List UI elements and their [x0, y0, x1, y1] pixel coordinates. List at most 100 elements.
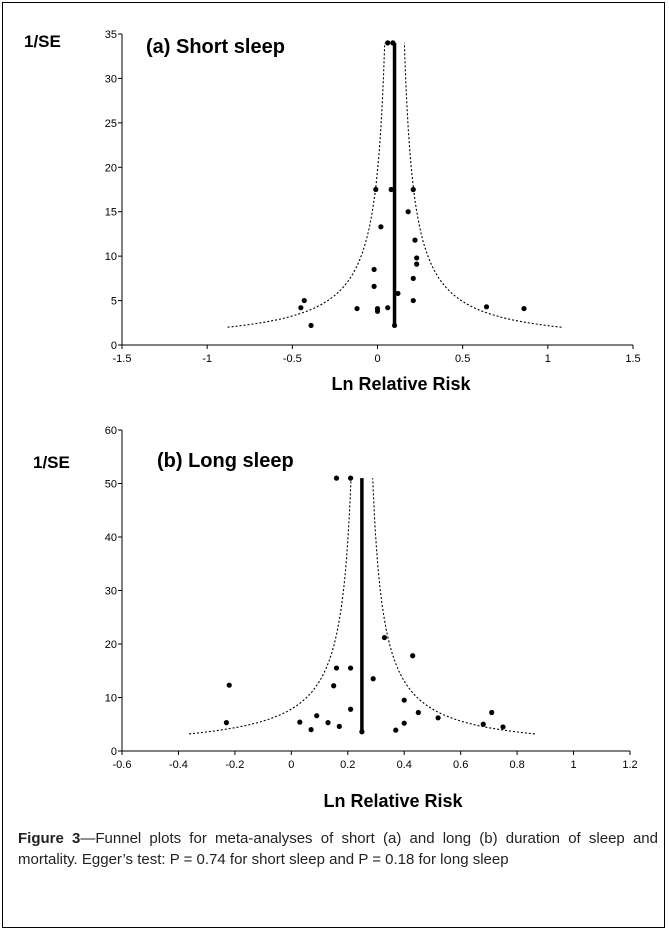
panel-a-x-tick-label: -1.5	[113, 353, 132, 365]
panel-a-y-tick-label: 35	[105, 29, 117, 41]
panel-b-study-point	[489, 709, 495, 716]
panel-a-study-point	[388, 186, 394, 193]
panel-b-study-point	[331, 683, 337, 689]
panel-a-x-tick-label: 0.5	[455, 353, 470, 365]
panel-b-x-tick-label: 0	[288, 759, 294, 771]
panel-a-study-point	[390, 40, 396, 46]
panel-b-study-point	[415, 709, 421, 716]
panel-a-x-tick-label: -1	[202, 353, 212, 365]
panel-b-study-point	[314, 713, 320, 719]
panel-a-study-point	[308, 322, 314, 329]
panel-b-study-point	[480, 721, 486, 727]
caption-label: Figure 3	[18, 830, 81, 847]
panel-a-study-point	[301, 297, 307, 304]
panel-a-study-point	[298, 305, 304, 311]
figure-caption: Figure 3—Funnel plots for meta-analyses …	[18, 828, 658, 870]
panel-b-study-point	[348, 475, 354, 481]
panel-a-study-point	[385, 40, 391, 46]
panel-b-y-tick-label: 0	[111, 746, 117, 758]
panel-a-x-tick-label: 0	[374, 353, 380, 365]
panel-b-x-tick-label: -0.6	[113, 759, 132, 771]
panel-b-plot-area: -0.6 -0.4 -0.2 0 0.2 0.4 0.6 0.8 1 1.2 0 10 20 30 40 50…	[105, 425, 638, 771]
panel-a-study-point	[374, 308, 381, 314]
panel-b-study-point	[359, 729, 365, 735]
panel-b-study-point	[333, 665, 340, 671]
panel-a-study-point	[385, 305, 391, 311]
panel-b-y-axis-label: 1/SE	[33, 453, 70, 472]
panel-b-funnel-right-limit	[372, 478, 535, 735]
panel-b-x-tick-label: 0.6	[453, 759, 468, 771]
panel-b-study-point	[410, 653, 416, 659]
panel-a-y-tick-label: 20	[105, 162, 117, 174]
panel-a-funnel-left-limit	[227, 42, 386, 328]
funnel-plots-figure: 1/SE (a) Short sleep Ln Relative Risk -1…	[24, 29, 641, 811]
panel-a-y-tick-label: 0	[111, 340, 117, 352]
panel-a-study-point	[391, 322, 398, 329]
panel-b-study-point	[370, 676, 376, 682]
panel-b-x-tick-label: -0.4	[169, 759, 188, 771]
panel-a-x-tick-label: -0.5	[283, 353, 302, 365]
panel-a-study-point	[410, 186, 416, 193]
panel-a-study-point	[373, 186, 379, 193]
panel-a-x-axis-label: Ln Relative Risk	[331, 374, 471, 394]
panel-a-plot-area: -1.5 -1 -0.5 0 0.5 1 1.5 0 5 10 15 20 25 30 35	[105, 29, 641, 365]
panel-a-y-tick-label: 25	[105, 118, 117, 130]
panel-b-y-tick-label: 40	[105, 532, 117, 544]
panel-b-study-point	[297, 719, 303, 725]
panel-b-x-tick-label: 1	[570, 759, 576, 771]
panel-a-title: (a) Short sleep	[146, 36, 285, 58]
panel-a-study-point	[521, 305, 527, 312]
panel-b-study-point	[401, 720, 407, 726]
panel-a-study-point	[414, 261, 420, 267]
panel-b-x-tick-label: 0.2	[340, 759, 355, 771]
caption-text: —Funnel plots for meta-analyses of short…	[18, 830, 658, 868]
panel-a-study-point	[410, 275, 416, 281]
panel-b-study-point	[381, 634, 388, 641]
panel-b-y-tick-label: 20	[105, 639, 117, 651]
panel-b-study-point	[348, 706, 354, 712]
panel-a-x-tick-label: 1.5	[625, 353, 640, 365]
panel-a-study-point	[371, 266, 377, 273]
panel-b-study-point	[223, 720, 230, 726]
panel-a-study-point	[354, 305, 360, 312]
panel-b-y-tick-label: 60	[105, 425, 117, 437]
panel-b-title: (b) Long sleep	[157, 450, 294, 472]
panel-b-study-point	[333, 475, 340, 481]
panel-b-study-point	[393, 727, 399, 733]
panel-b-y-tick-label: 30	[105, 586, 117, 598]
panel-b-x-tick-label: -0.2	[225, 759, 244, 771]
panel-a-y-tick-label: 10	[105, 251, 117, 263]
panel-a-study-point	[395, 290, 401, 297]
panel-b-y-tick-label: 50	[105, 479, 117, 491]
panel-a-x-tick-label: 1	[545, 353, 551, 365]
panel-a-y-axis-label: 1/SE	[24, 32, 61, 51]
panel-b-study-point	[308, 727, 314, 733]
panel-a-study-point	[378, 224, 384, 230]
panel-a-short-sleep: 1/SE (a) Short sleep Ln Relative Risk -1…	[24, 29, 641, 394]
panel-b-x-tick-label: 0.4	[397, 759, 412, 771]
panel-b-study-point	[226, 682, 232, 688]
panel-b-study-point	[500, 724, 506, 730]
panel-b-x-tick-label: 1.2	[622, 759, 637, 771]
panel-a-y-tick-label: 15	[105, 207, 117, 219]
panel-b-long-sleep: 1/SE (b) Long sleep Ln Relative Risk -0.…	[33, 425, 638, 811]
panel-a-study-point	[483, 304, 490, 310]
panel-b-y-tick-label: 10	[105, 693, 117, 705]
panel-a-study-point	[412, 237, 418, 243]
panel-b-study-point	[325, 720, 331, 726]
panel-a-y-tick-label: 30	[105, 73, 117, 85]
panel-b-study-point	[348, 665, 354, 671]
panel-b-funnel-left-limit	[188, 478, 352, 735]
panel-b-x-axis-label: Ln Relative Risk	[323, 791, 463, 811]
panel-a-study-point	[414, 255, 420, 261]
panel-b-study-point	[435, 715, 441, 721]
panel-a-study-point	[405, 209, 411, 215]
panel-a-y-tick-label: 5	[111, 296, 117, 308]
panel-a-study-point	[371, 283, 377, 289]
panel-b-study-point	[401, 697, 407, 703]
panel-a-funnel-right-limit	[403, 42, 562, 328]
panel-b-x-tick-label: 0.8	[509, 759, 524, 771]
panel-b-study-point	[336, 723, 342, 729]
panel-a-study-point	[410, 297, 416, 304]
